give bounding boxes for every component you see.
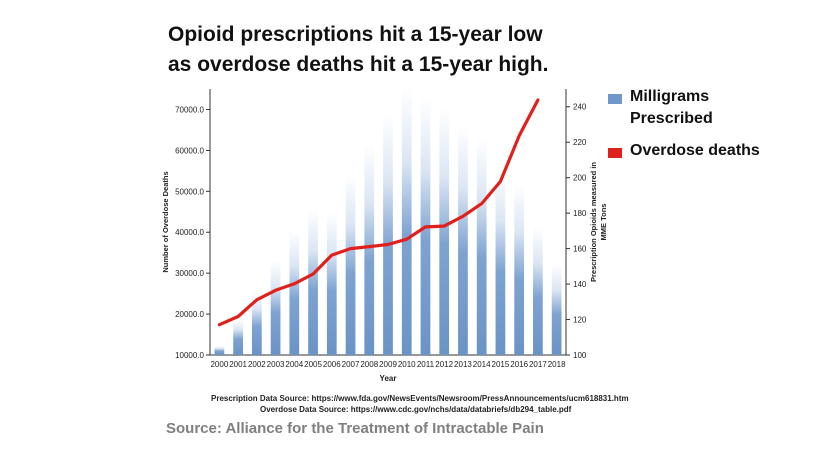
bar-2012 (439, 108, 450, 355)
chart-title: Opioid prescriptions hit a 15-year low a… (168, 20, 548, 80)
bar-2003 (270, 261, 281, 355)
legend-item-milligrams: Milligrams Prescribed (608, 86, 780, 130)
x-tick-label: 2000 (210, 360, 228, 369)
x-axis: 2000 2001 2002 2003 2004 2005 2006 2007 2008 2009… (210, 360, 566, 383)
right-tick-label: 240 (573, 103, 587, 112)
bar-2000 (214, 346, 225, 355)
bar-2018 (551, 264, 562, 355)
x-tick-label: 2012 (435, 360, 453, 369)
bar-series (214, 87, 562, 356)
data-sources: Prescription Data Source: https://www.fd… (211, 393, 629, 415)
left-tick-label: 10000.0 (175, 351, 204, 360)
legend-label-overdose: Overdose deaths (630, 142, 760, 159)
bar-2002 (251, 291, 262, 355)
left-axis: 10000.0 20000.0 30000.0 40000.0 50000.0 60000… (161, 105, 210, 360)
left-axis-title: Number of Overdose Deaths (161, 171, 170, 272)
left-tick-label: 60000.0 (175, 146, 204, 155)
bar-2008 (364, 143, 375, 355)
x-tick-label: 2005 (304, 360, 322, 369)
right-tick-label: 200 (573, 174, 587, 183)
right-axis: 100 120 140 160 180 200 220 240 Prescription Opi… (566, 103, 608, 360)
x-axis-title: Year (380, 374, 397, 383)
x-tick-label: 2018 (548, 360, 566, 369)
attribution: Source: Alliance for the Treatment of In… (166, 420, 544, 437)
overdose-source: Overdose Data Source: https://www.cdc.go… (260, 405, 572, 414)
legend-swatch-milligrams (608, 94, 622, 104)
x-tick-label: 2017 (529, 360, 547, 369)
x-tick-label: 2003 (267, 360, 285, 369)
bar-2014 (476, 138, 487, 355)
x-tick-label: 2008 (360, 360, 378, 369)
bar-2004 (289, 230, 300, 355)
bar-2013 (458, 124, 468, 355)
prescription-source: Prescription Data Source: https://www.fd… (211, 394, 629, 403)
bar-2006 (326, 213, 337, 355)
x-tick-label: 2016 (510, 360, 528, 369)
line-series (217, 98, 540, 327)
left-tick-label: 40000.0 (175, 228, 204, 237)
right-tick-label: 220 (573, 138, 587, 147)
chart-title-line-1: Opioid prescriptions hit a 15-year low (168, 23, 543, 46)
x-tick-label: 2009 (379, 360, 397, 369)
x-tick-label: 2007 (342, 360, 360, 369)
legend-label-milligrams: Milligrams Prescribed (630, 88, 713, 127)
right-tick-label: 180 (573, 209, 587, 218)
x-tick-label: 2004 (285, 360, 303, 369)
legend-item-overdose: Overdose deaths (608, 140, 780, 162)
x-tick-label: 2001 (229, 360, 247, 369)
x-tick-label: 2013 (454, 360, 472, 369)
overdose-deaths-line (217, 98, 540, 327)
legend: Milligrams Prescribed Overdose deaths (608, 86, 780, 172)
left-tick-label: 30000.0 (175, 269, 204, 278)
left-tick-label: 20000.0 (175, 310, 204, 319)
left-tick-label: 70000.0 (175, 105, 204, 114)
right-tick-label: 100 (573, 351, 587, 360)
x-tick-label: 2002 (248, 360, 266, 369)
left-tick-label: 50000.0 (175, 187, 204, 196)
chart-title-line-2: as overdose deaths hit a 15-year high. (168, 53, 549, 76)
bar-2007 (345, 174, 356, 355)
x-tick-label: 2015 (492, 360, 510, 369)
bar-2009 (383, 113, 393, 356)
bar-2015 (495, 168, 506, 355)
x-tick-label: 2014 (473, 360, 491, 369)
right-tick-label: 120 (573, 316, 587, 325)
right-tick-label: 140 (573, 280, 587, 289)
bar-2010 (401, 87, 412, 355)
x-tick-label: 2011 (417, 360, 435, 369)
legend-swatch-overdose (608, 148, 622, 158)
bar-2001 (233, 319, 243, 355)
bar-2017 (533, 227, 543, 355)
right-tick-label: 160 (573, 245, 587, 254)
bar-2005 (308, 209, 318, 355)
bar-2016 (514, 184, 525, 355)
right-axis-title: Prescription Opioids measured inMME Tons (589, 162, 608, 282)
x-tick-label: 2010 (398, 360, 416, 369)
x-tick-label: 2006 (323, 360, 341, 369)
